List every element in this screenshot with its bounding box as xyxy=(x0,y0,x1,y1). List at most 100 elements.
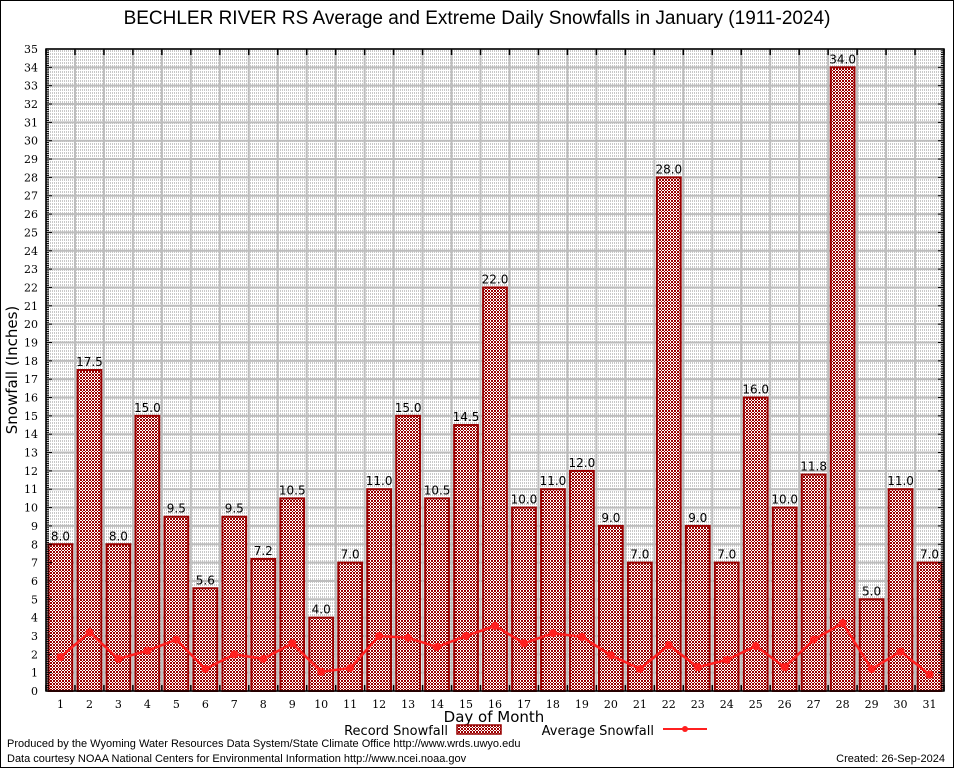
average-point-day-27 xyxy=(809,635,818,644)
y-tick-label: 8 xyxy=(31,538,38,551)
average-point-day-6 xyxy=(201,664,210,673)
x-tick-label: 9 xyxy=(289,698,296,711)
x-tick-label: 6 xyxy=(202,698,209,711)
bar-label-day-27: 11.8 xyxy=(800,460,827,474)
bar-label-day-7: 9.5 xyxy=(225,502,244,516)
bar-record-day-29 xyxy=(858,598,885,692)
chart-title: BECHLER RIVER RS Average and Extreme Dai… xyxy=(123,8,831,29)
average-point-day-31 xyxy=(925,670,934,679)
y-tick-label: 23 xyxy=(24,263,38,276)
x-tick-label: 17 xyxy=(517,698,531,711)
average-point-day-28 xyxy=(838,619,847,628)
y-tick-label: 32 xyxy=(24,98,38,111)
average-point-day-12 xyxy=(375,631,384,640)
y-tick-label: 21 xyxy=(24,300,38,313)
y-tick-label: 19 xyxy=(24,336,38,349)
bar-record-day-2 xyxy=(76,369,103,692)
average-point-day-14 xyxy=(433,642,442,651)
average-point-day-11 xyxy=(346,664,355,673)
average-point-day-9 xyxy=(288,639,297,648)
y-tick-label: 15 xyxy=(24,410,38,423)
x-tick-labels: 1 2 3 4 5 6 7 8 9 10 11 12 13 14 15 16 17 18 19 20 21 22 23 24 2… xyxy=(57,698,937,711)
bar-label-day-25: 16.0 xyxy=(742,383,769,397)
bar-label-day-28: 34.0 xyxy=(829,52,856,66)
y-tick-label: 5 xyxy=(31,593,38,606)
bar-record-day-12 xyxy=(366,488,393,692)
bar-label-day-24: 7.0 xyxy=(717,548,736,562)
bar-record-day-10 xyxy=(308,616,335,693)
x-tick-label: 28 xyxy=(836,698,850,711)
average-point-day-30 xyxy=(896,647,905,656)
x-tick-label: 4 xyxy=(144,698,151,711)
x-tick-label: 22 xyxy=(662,698,676,711)
x-tick-label: 10 xyxy=(314,698,328,711)
legend-swatch-record xyxy=(456,724,502,735)
average-point-day-29 xyxy=(867,664,876,673)
y-tick-label: 7 xyxy=(31,557,38,570)
average-point-day-24 xyxy=(722,655,731,664)
average-point-day-2 xyxy=(85,628,94,637)
y-tick-labels: 0123456789101112131415161718192021222324… xyxy=(24,43,38,698)
bar-labels: 8.0 17.5 8.0 15.0 9.5 5.6 9.5 7.2 10.5 4.0 7.0 11.0… xyxy=(51,52,939,616)
bar-record-day-1 xyxy=(47,543,74,692)
bar-label-day-30: 11.0 xyxy=(887,474,914,488)
average-point-day-13 xyxy=(404,633,413,642)
footer-produced-by: Produced by the Wyoming Water Resources … xyxy=(7,738,521,750)
bar-label-day-21: 7.0 xyxy=(630,548,649,562)
bar-label-day-13: 15.0 xyxy=(395,401,422,415)
bar-label-day-26: 10.0 xyxy=(771,493,798,507)
bar-label-day-29: 5.0 xyxy=(862,584,881,598)
average-point-day-21 xyxy=(635,664,644,673)
x-tick-label: 15 xyxy=(459,698,473,711)
bar-record-day-28 xyxy=(829,66,856,693)
legend-marker-average xyxy=(682,726,688,732)
bar-label-day-10: 4.0 xyxy=(312,603,331,617)
y-tick-label: 6 xyxy=(31,575,38,588)
bar-record-day-19 xyxy=(569,469,595,692)
x-tick-label: 1 xyxy=(57,698,64,711)
y-tick-label: 34 xyxy=(24,61,38,74)
x-tick-label: 20 xyxy=(604,698,618,711)
average-point-day-5 xyxy=(172,635,181,644)
y-tick-label: 28 xyxy=(24,171,38,184)
bar-label-day-11: 7.0 xyxy=(341,548,360,562)
average-point-day-17 xyxy=(519,639,528,648)
y-axis-label: Snowfall (Inches) xyxy=(3,306,21,434)
y-tick-label: 25 xyxy=(24,226,38,239)
y-tick-label: 35 xyxy=(24,43,38,56)
average-point-day-4 xyxy=(143,646,152,655)
y-tick-label: 13 xyxy=(24,447,38,460)
y-tick-label: 26 xyxy=(24,208,38,221)
bar-record-day-24 xyxy=(713,561,740,692)
y-tick-label: 24 xyxy=(24,245,38,258)
bar-label-day-8: 7.2 xyxy=(254,544,273,558)
average-point-day-26 xyxy=(780,663,789,672)
axes xyxy=(45,48,945,692)
bar-label-day-14: 10.5 xyxy=(424,483,451,497)
y-tick-label: 18 xyxy=(24,355,38,368)
bar-label-day-20: 9.0 xyxy=(601,511,620,525)
y-tick-label: 30 xyxy=(24,135,38,148)
bar-record-day-30 xyxy=(887,488,914,692)
x-axis-label: Day of Month xyxy=(444,708,545,726)
average-line xyxy=(56,619,934,679)
x-tick-label: 5 xyxy=(173,698,180,711)
bar-record-day-27 xyxy=(800,473,827,692)
y-tick-label: 11 xyxy=(24,483,38,496)
bar-label-day-31: 7.0 xyxy=(920,548,939,562)
bar-record-day-13 xyxy=(395,414,421,692)
average-point-day-22 xyxy=(664,641,673,650)
y-tick-label: 16 xyxy=(24,392,38,405)
bar-label-day-16: 22.0 xyxy=(482,272,509,286)
x-tick-label: 16 xyxy=(488,698,502,711)
x-tick-label: 18 xyxy=(546,698,560,711)
y-tick-label: 20 xyxy=(24,318,38,331)
bar-label-day-2: 17.5 xyxy=(76,355,103,369)
average-point-day-18 xyxy=(548,629,557,638)
bar-label-day-6: 5.6 xyxy=(196,573,215,587)
y-tick-label: 2 xyxy=(31,648,38,661)
footer-created: Created: 26-Sep-2024 xyxy=(836,753,945,765)
bar-record-day-9 xyxy=(279,497,306,692)
y-tick-label: 29 xyxy=(24,153,38,166)
